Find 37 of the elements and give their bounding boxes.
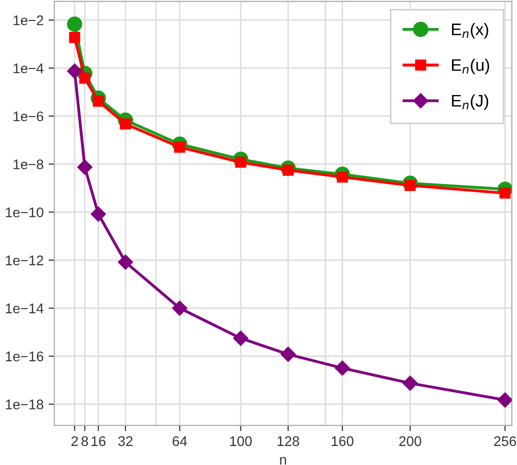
x-tick-label: 160 [332,436,354,446]
legend-label: E$_{n}$(x) [452,23,488,39]
point [69,32,80,43]
y-tick-label: 1e−18 [6,400,44,410]
x-tick-label: 2 [71,436,78,446]
y-tick-label: 1e−10 [6,207,44,218]
y-tick-label: 1e−6 [14,111,44,122]
x-tick-label: 8 [82,436,88,446]
x-tick-label: 16 [92,436,106,446]
x-tick-label: 32 [118,436,132,446]
point [280,346,296,362]
point [77,160,92,175]
point [172,300,188,316]
point [233,330,248,346]
y-tick-label: 1e−4 [14,64,44,74]
y-tick-label: 1e−2 [14,15,44,26]
legend-label: E$_{n}$(u) [452,58,490,74]
point [66,16,82,32]
point [118,254,134,270]
x-tick-label: 200 [399,436,422,446]
x-axis-title: n [280,456,286,464]
y-tick-label: 1e−8 [14,159,44,170]
point [402,376,418,391]
point [79,72,90,84]
point [67,64,82,79]
y-tick-label: 1e−14 [6,304,44,314]
x-tick-label: 128 [278,436,300,446]
y-tick-label: 1e−12 [6,255,44,266]
point [90,206,106,222]
y-tick-label: 1e−16 [6,352,44,362]
point [499,188,511,199]
legend-label: E$_{n}$(J) [452,94,488,110]
point [497,392,512,408]
x-tick-label: 64 [172,436,188,446]
x-tick-label: 100 [230,436,252,446]
point [334,360,350,376]
x-tick-label: 256 [494,436,516,446]
